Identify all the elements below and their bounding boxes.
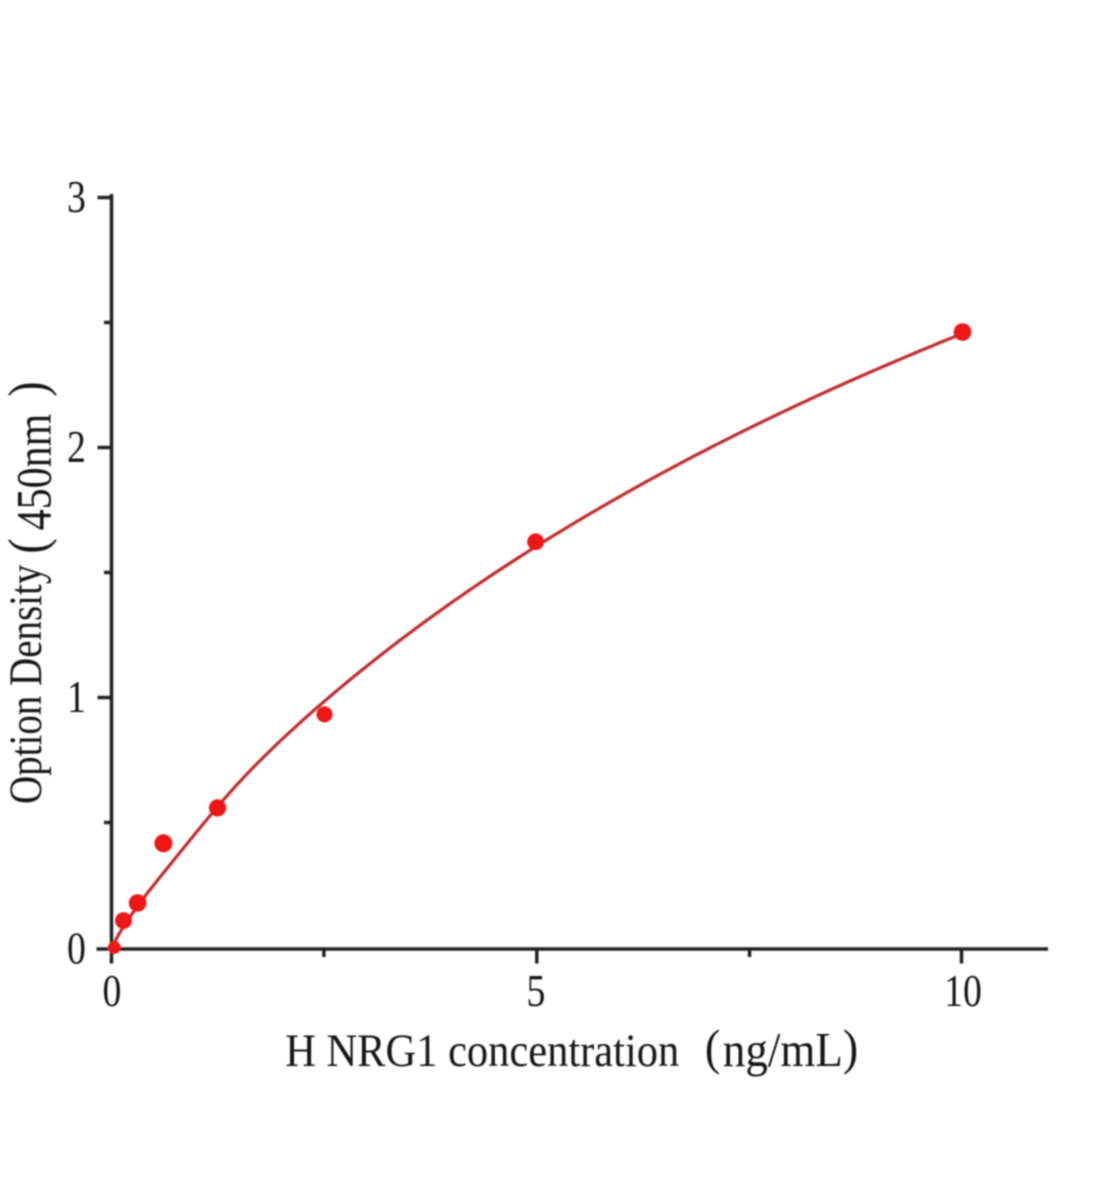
svg-text:10: 10 xyxy=(944,966,982,1016)
svg-text:5: 5 xyxy=(527,966,546,1016)
svg-text:0: 0 xyxy=(67,923,86,973)
svg-text:3: 3 xyxy=(67,172,86,222)
svg-text:0: 0 xyxy=(103,966,122,1016)
svg-text:Option Density(450nm): Option Density(450nm) xyxy=(0,381,61,804)
svg-text:1: 1 xyxy=(67,672,86,722)
svg-text:H NRG1 concentration(ng/mL): H NRG1 concentration (ng/mL) xyxy=(285,1020,858,1077)
svg-text:2: 2 xyxy=(67,422,86,472)
